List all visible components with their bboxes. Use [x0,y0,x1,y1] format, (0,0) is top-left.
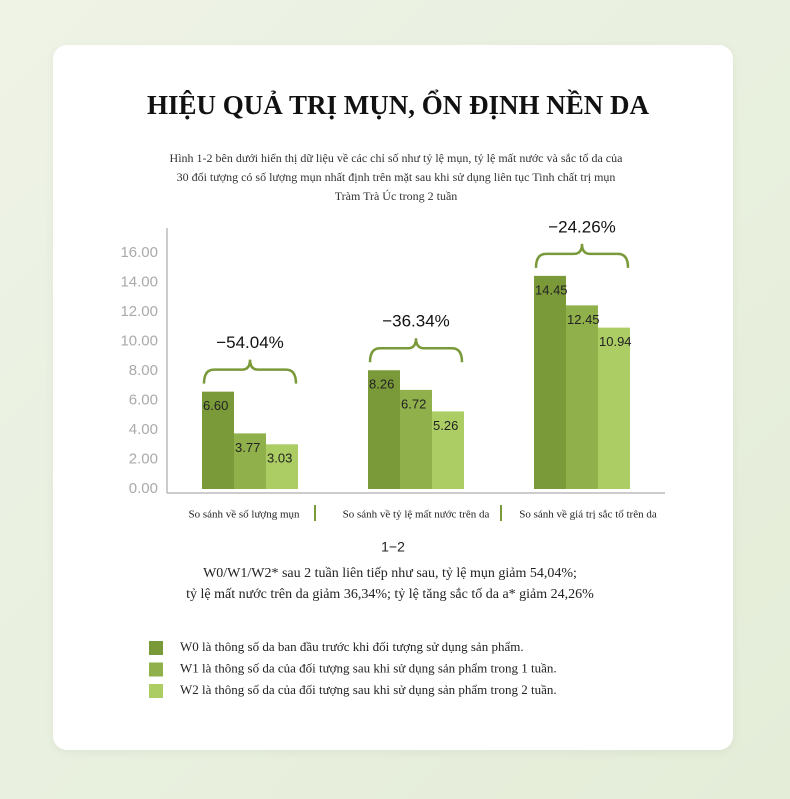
subtitle: Hình 1-2 bên dưới hiển thị dữ liệu về cá… [170,151,624,165]
value-label: 3.03 [267,451,292,466]
y-tick-label: 8.00 [129,362,158,379]
bar [534,275,566,489]
bar [598,327,630,489]
bar [202,391,234,489]
note: W0/W1/W2* sau 2 tuần liên tiếp như sau, … [203,566,577,581]
y-tick-label: 12.00 [120,303,158,320]
x-tick-label: So sánh về tỷ lệ mất nước trên da [343,509,490,521]
bar [266,444,298,489]
x-tick-label: So sánh về giá trị sắc tố trên da [519,509,657,521]
brace [368,338,464,363]
y-tick-label: 0.00 [129,480,158,497]
annotation: −54.04% [216,333,284,352]
y-tick-label: 10.00 [120,332,158,349]
x-tick-label: So sánh về số lượng mụn [188,509,300,521]
y-tick-label: 4.00 [129,421,158,438]
value-label: 6.60 [203,398,228,413]
value-label: 6.72 [401,396,426,411]
value-label: 12.45 [567,312,600,327]
bar [368,370,400,489]
note: tỷ lệ mất nước trên da giảm 36,34%; tỷ l… [186,587,594,602]
y-tick-label: 2.00 [129,450,158,467]
value-label: 10.94 [599,334,632,349]
y-tick-label: 6.00 [129,391,158,408]
brace [534,243,630,268]
annotation: −24.26% [548,217,616,236]
subtitle: 30 đối tượng có số lượng mụn nhất định t… [177,170,616,184]
chart-title: HIỆU QUẢ TRỊ MỤN, ỔN ĐỊNH NỀN DA [147,89,650,120]
bar [234,433,266,489]
bar [432,411,464,489]
value-label: 3.77 [235,440,260,455]
value-label: 14.45 [535,282,568,297]
legend-swatch [149,684,163,698]
legend-label: W1 là thông số da của đối tượng sau khi … [180,660,557,675]
value-label: 5.26 [433,418,458,433]
brace [202,359,298,384]
annotation: −36.34% [382,312,450,331]
subtitle: Tràm Trà Úc trong 2 tuần [335,189,458,203]
legend-swatch [149,662,163,677]
bar [400,389,432,489]
legend-label: W2 là thông số da của đối tượng sau khi … [180,682,557,697]
value-label: 8.26 [369,377,394,392]
y-tick-label: 16.00 [120,244,158,261]
y-tick-label: 14.00 [120,273,158,290]
bar [566,305,598,489]
legend-swatch [149,641,163,655]
legend-label: W0 là thông số da ban đầu trước khi đối … [180,639,524,654]
caption: 1−2 [381,539,405,555]
